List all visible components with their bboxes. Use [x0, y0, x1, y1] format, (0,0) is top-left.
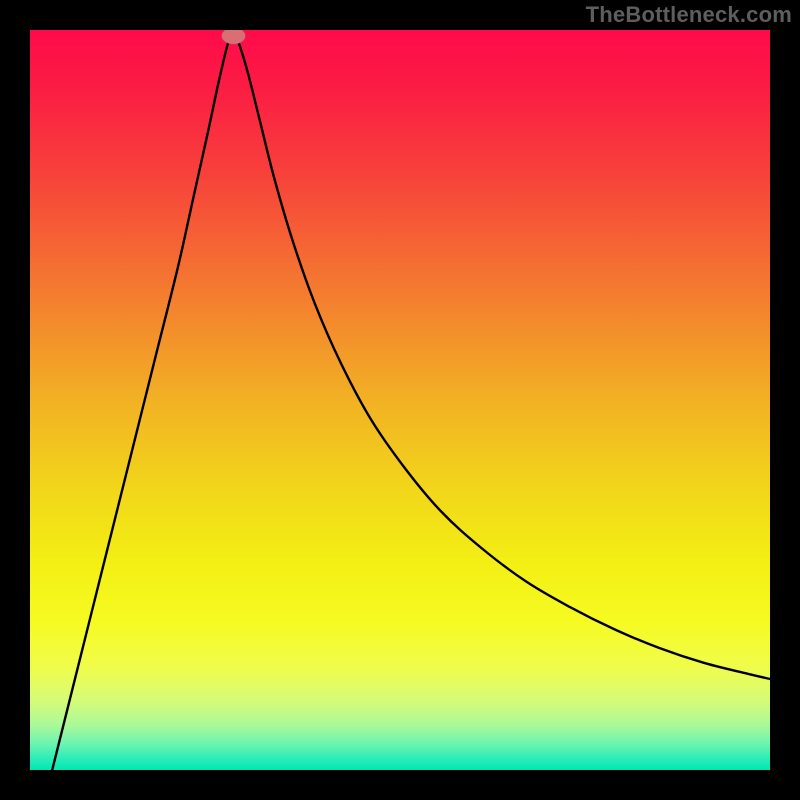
bottleneck-chart	[0, 0, 800, 800]
plot-background	[30, 30, 770, 770]
chart-container: TheBottleneck.com	[0, 0, 800, 800]
optimal-point-marker	[222, 28, 246, 44]
